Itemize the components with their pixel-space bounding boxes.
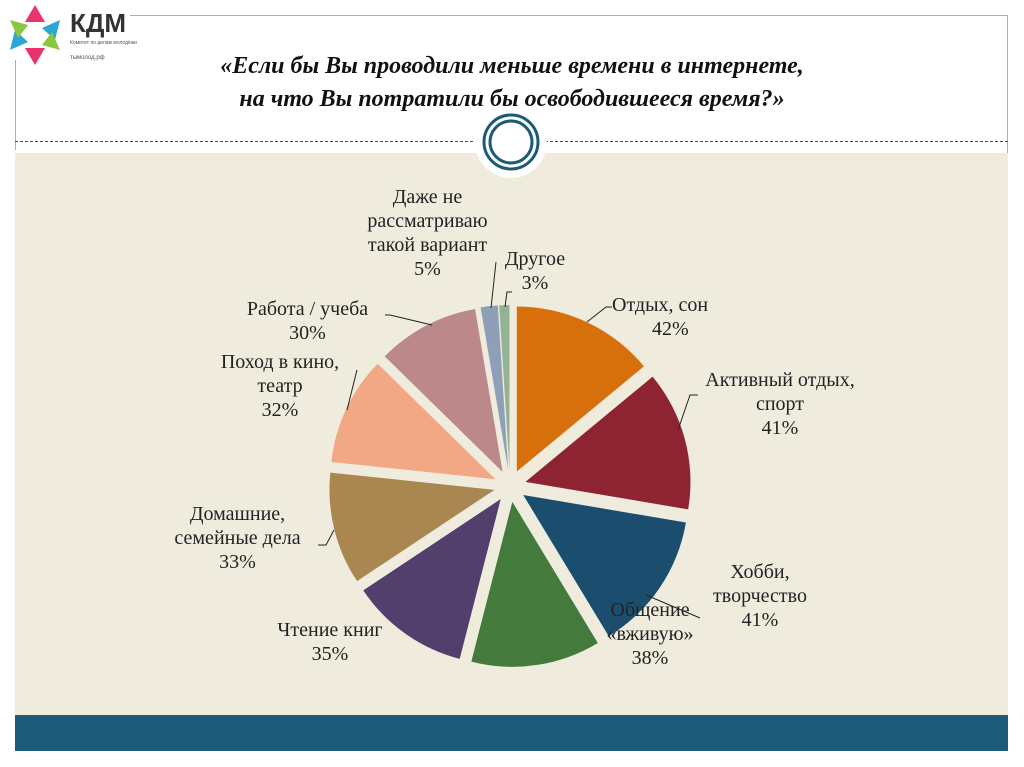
logo-subtitle: Комитет по делам молодёжи [70, 40, 137, 46]
label-value: 38% [631, 647, 669, 669]
pie-slice-7 [384, 309, 503, 472]
logo-name: КДМ [70, 8, 127, 38]
label-cinema: Поход в кино, театр 32% [200, 350, 360, 422]
label-value: 30% [289, 322, 326, 344]
label-value: 35% [311, 643, 349, 665]
label-work: Работа / учеба 30% [225, 297, 390, 345]
pie-slice-9 [499, 305, 510, 471]
label-value: 32% [261, 399, 299, 421]
label-value: 42% [652, 318, 689, 340]
leader-line-hobby [645, 594, 701, 619]
pie-slice-5 [329, 472, 495, 582]
label-hobby: Хобби, творчество 41% [690, 560, 830, 632]
leader-line-cinema [346, 369, 358, 411]
left-rule [15, 60, 16, 150]
label-value: 33% [219, 551, 256, 573]
label-text: Даже не рассматриваю такой вариант [367, 186, 488, 256]
logo-url: тымолод.рф [70, 55, 105, 61]
leader-line-work [385, 314, 433, 326]
leader-line-active [677, 394, 698, 431]
label-text: Общение «вживую» [606, 599, 694, 645]
top-rule [130, 15, 1008, 16]
label-active: Активный отдых, спорт 41% [700, 368, 860, 440]
label-text: Домашние, семейные дела [174, 503, 301, 549]
pie-slice-8 [480, 305, 509, 471]
leader-line-other [504, 291, 512, 308]
label-text: Работа / учеба [246, 298, 369, 320]
label-home: Домашние, семейные дела 33% [155, 502, 320, 574]
pie-slice-0 [516, 306, 644, 472]
leader-line-never [490, 261, 497, 309]
label-text: Активный отдых, спорт [705, 369, 855, 415]
label-value: 5% [414, 258, 441, 280]
label-live: Общение «вживую» 38% [585, 598, 715, 670]
label-text: Поход в кино, театр [220, 351, 340, 397]
label-text: Отдых, сон [612, 294, 709, 316]
pie-slice-4 [363, 499, 501, 659]
leader-line-home [318, 529, 335, 546]
label-text: Другое [504, 248, 566, 270]
logo-snowflake-icon [10, 5, 60, 65]
label-text: Чтение книг [277, 619, 383, 641]
ornament-ring-outer [482, 113, 540, 171]
label-value: 3% [521, 272, 549, 294]
label-text: Хобби, творчество [713, 561, 807, 607]
pie-slice-3 [471, 501, 598, 667]
label-value: 41% [741, 609, 779, 631]
label-books: Чтение книг 35% [255, 618, 405, 666]
label-rest: Отдых, сон 42% [612, 293, 708, 341]
pie-slice-2 [523, 494, 686, 637]
footer-bar [15, 715, 1008, 751]
ornament-ring-inner [488, 119, 534, 165]
label-never: Даже не рассматриваю такой вариант 5% [345, 185, 510, 281]
pie-slice-1 [525, 376, 691, 510]
label-value: 41% [761, 417, 799, 439]
logo: КДМ Комитет по делам молодёжи тымолод.рф [0, 0, 137, 75]
leader-line-rest [586, 306, 612, 323]
pie-slice-6 [331, 363, 496, 480]
ornament-disc [475, 106, 547, 178]
label-other: Другое 3% [495, 247, 575, 295]
slide-title-line-1: «Если бы Вы проводили меньше времени в и… [220, 53, 804, 79]
